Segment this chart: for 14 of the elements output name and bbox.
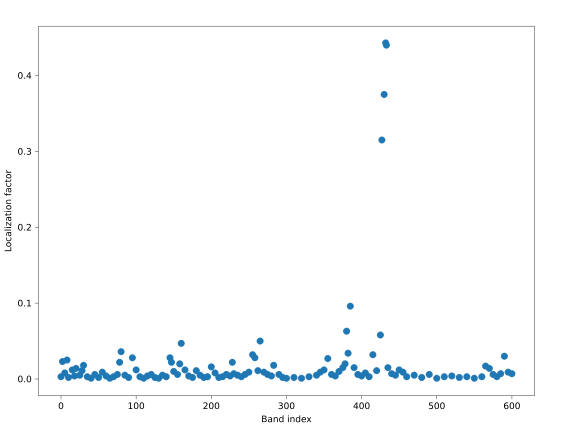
y-tick-label: 0.1: [18, 300, 31, 307]
y-tick-label: 0.3: [18, 148, 32, 155]
x-tick-label: 300: [278, 402, 294, 410]
x-tick-label: 0: [58, 402, 64, 410]
x-tick-label: 500: [428, 402, 445, 410]
x-tick-label: 600: [504, 402, 520, 410]
x-axis-title: Band index: [262, 415, 312, 422]
x-tick-label: 200: [203, 402, 220, 410]
y-tick-label: 0.2: [18, 224, 31, 231]
y-tick-label: 0.4: [18, 72, 32, 79]
y-tick-label: 0.0: [18, 376, 32, 382]
x-tick-label: 100: [128, 402, 144, 410]
x-tick-label: 400: [353, 402, 370, 410]
y-axis-title: Localization factor: [4, 170, 12, 252]
